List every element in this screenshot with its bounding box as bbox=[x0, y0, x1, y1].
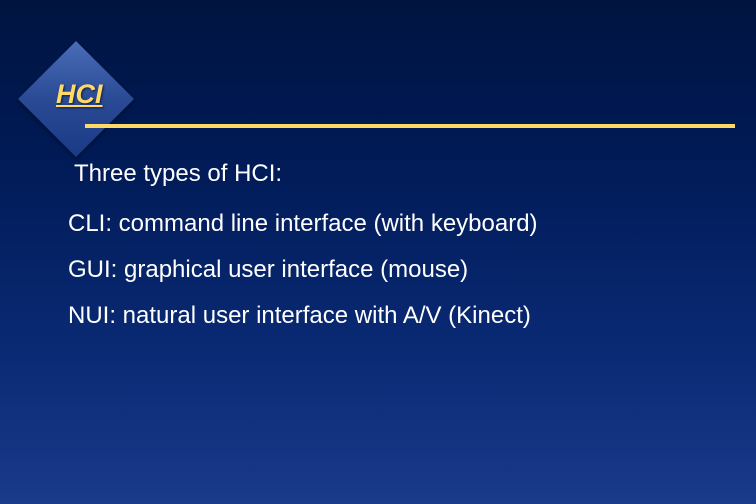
slide: HCI Three types of HCI: CLI: command lin… bbox=[0, 0, 756, 504]
slide-content: Three types of HCI: CLI: command line in… bbox=[68, 160, 538, 348]
title-underline-bar bbox=[85, 124, 735, 128]
list-item: GUI: graphical user interface (mouse) bbox=[68, 256, 538, 284]
list-item: NUI: natural user interface with A/V (Ki… bbox=[68, 302, 538, 330]
slide-title: HCI bbox=[56, 79, 103, 110]
intro-text: Three types of HCI: bbox=[74, 160, 538, 188]
list-item: CLI: command line interface (with keyboa… bbox=[68, 210, 538, 238]
